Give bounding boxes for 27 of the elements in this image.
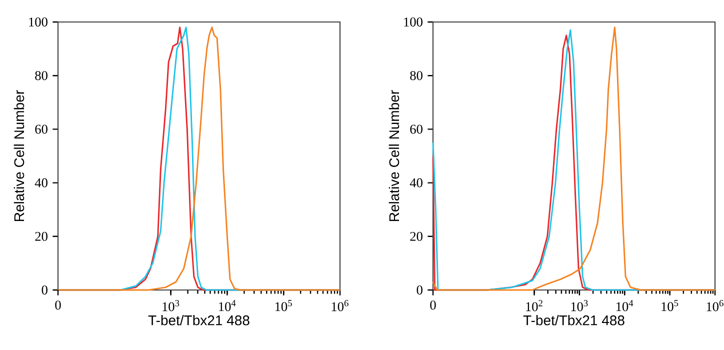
x-tick-label: 10$^{3}$: [162, 300, 180, 312]
x-tick-label: 10$^{2}$: [526, 300, 542, 312]
y-tick-label: 20: [410, 232, 422, 241]
x-axis-title: T-bet/Tbx21 488: [523, 315, 624, 326]
y-tick-label: 20: [35, 232, 48, 241]
x-tick-label: 0: [55, 300, 61, 310]
y-tick-label: 40: [34, 178, 48, 188]
x-tick-label: 10$^{6}$: [332, 300, 348, 312]
y-tick-label: 80: [410, 71, 422, 80]
x-tick-label: 10$^{3}$: [571, 300, 588, 312]
x-axis-title: T-bet/Tbx21 488: [148, 315, 250, 326]
y-axis-title: Relative Cell Number: [388, 90, 400, 221]
y-tick-label: 100: [29, 18, 48, 26]
y-tick-label: 60: [410, 124, 422, 134]
y-tick-label: 0: [42, 286, 48, 294]
y-tick-label: 60: [35, 124, 48, 134]
x-tick-label: 10$^{6}$: [706, 300, 724, 312]
x-tick-label: 10$^{5}$: [662, 300, 678, 312]
x-tick-label: 10$^{4}$: [219, 300, 236, 312]
y-axis-title: Relative Cell Number: [14, 90, 24, 221]
x-tick-label: 10$^{5}$: [275, 300, 292, 312]
y-tick-label: 0: [416, 286, 422, 294]
x-tick-label: 10$^{4}$: [616, 300, 634, 312]
y-tick-label: 100: [404, 18, 422, 26]
y-tick-label: 80: [35, 71, 48, 80]
y-tick-label: 40: [410, 178, 422, 188]
x-tick-label: 0: [430, 300, 436, 310]
